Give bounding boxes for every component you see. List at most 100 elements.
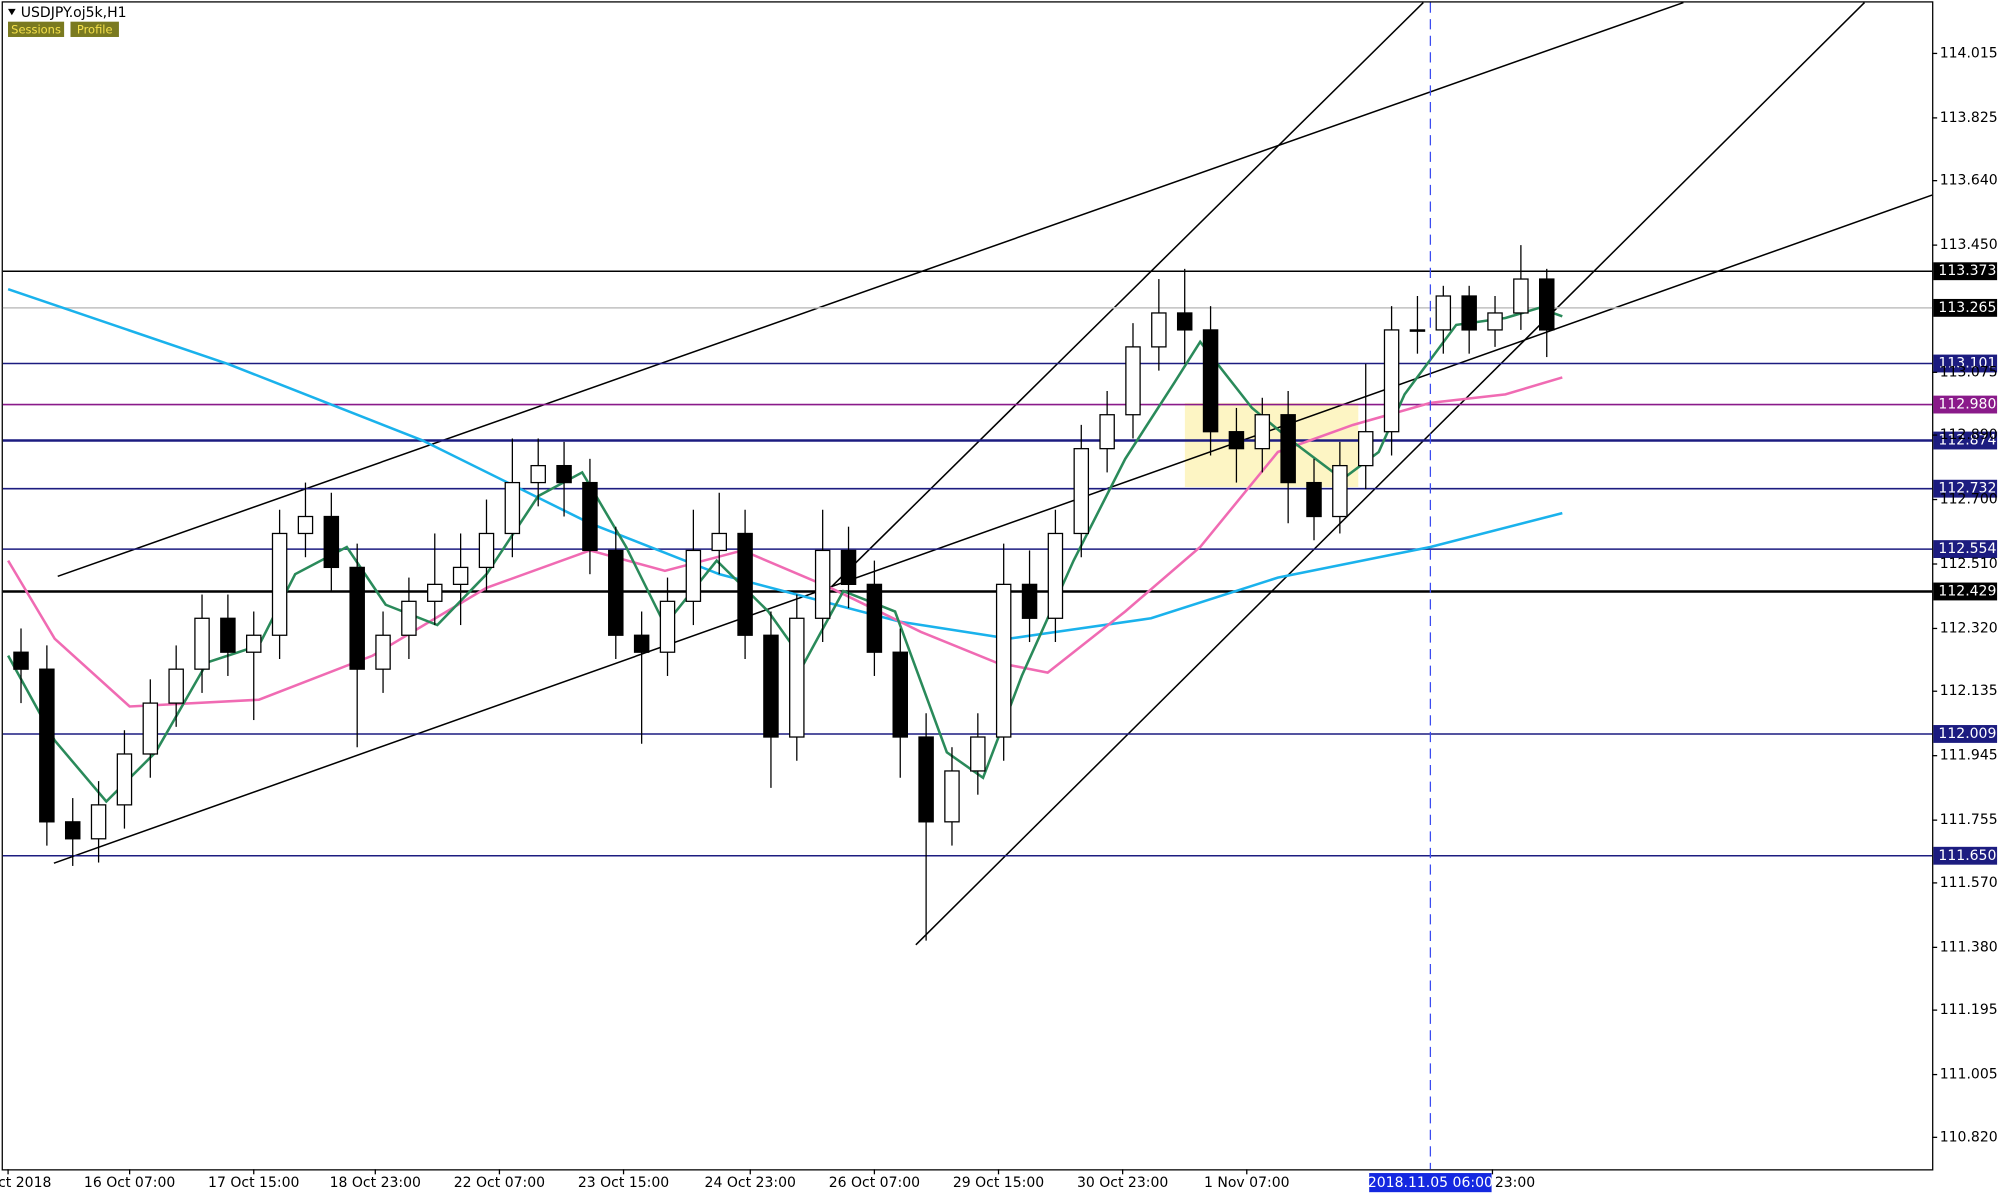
candle-body <box>401 600 417 636</box>
candle-body <box>789 617 805 738</box>
level-label-bg <box>1933 298 1998 317</box>
level-label: 112.980 <box>1938 397 1996 413</box>
candle-body <box>1280 414 1296 484</box>
candle-body <box>1125 346 1141 416</box>
candle-body <box>1202 329 1219 433</box>
profile-button[interactable] <box>70 21 119 37</box>
candle-body <box>323 515 340 569</box>
candle-body <box>1073 448 1090 535</box>
y-tick-label: 113.075 <box>1940 364 1998 380</box>
sessions-button[interactable] <box>8 21 65 37</box>
candle-body <box>13 651 29 670</box>
button-label[interactable]: Profile <box>77 22 113 36</box>
crosshair-label: 2018.11.05 06:00 <box>1368 1175 1493 1191</box>
y-tick-label: 112.700 <box>1940 492 1998 508</box>
candle-body <box>582 481 598 552</box>
level-label: 111.650 <box>1938 848 1996 864</box>
y-tick-label: 113.450 <box>1940 237 1998 253</box>
candle-body <box>944 770 960 823</box>
y-tick-label: 114.015 <box>1940 45 1998 61</box>
candle-body <box>1176 312 1193 331</box>
candle-body <box>995 583 1012 738</box>
candle-body <box>504 481 521 535</box>
candle-body <box>892 651 908 738</box>
x-tick-label: 29 Oct 15:00 <box>953 1175 1044 1191</box>
candle-body <box>1487 312 1503 331</box>
candle-body <box>918 736 934 823</box>
candle-body <box>194 617 210 670</box>
candle-body <box>1539 278 1555 331</box>
candle-body <box>866 583 883 653</box>
candle-body <box>427 583 443 602</box>
candle-body <box>1306 481 1322 518</box>
candle-body <box>1513 278 1529 314</box>
y-tick-label: 111.195 <box>1940 1002 1998 1018</box>
y-tick-label: 111.570 <box>1940 875 1998 891</box>
x-tick-label: 30 Oct 23:00 <box>1077 1175 1168 1191</box>
candle-body <box>1383 329 1400 433</box>
trend-line <box>57 1 1684 578</box>
candle-body <box>1461 295 1477 331</box>
candle-body <box>1151 312 1167 348</box>
candle-body <box>64 821 81 840</box>
level-label: 112.874 <box>1938 433 1996 449</box>
candle-body <box>271 532 288 636</box>
candle-body <box>39 668 55 823</box>
level-label-bg <box>1933 846 1998 865</box>
candle-body <box>116 753 133 806</box>
x-tick-label: 18 Oct 23:00 <box>330 1175 421 1191</box>
level-label-bg <box>1933 582 1998 601</box>
candle-body <box>737 532 753 636</box>
y-tick-label: 111.945 <box>1940 748 1998 764</box>
y-tick-label: 112.320 <box>1940 620 1998 636</box>
candle-body <box>168 668 184 704</box>
y-tick-label: 111.380 <box>1940 939 1998 955</box>
moving-average <box>7 306 1563 804</box>
level-label-bg <box>1933 431 1998 450</box>
x-tick-label: 12 Oct 2018 <box>0 1175 51 1191</box>
candle-body <box>90 804 107 840</box>
x-tick-label: 1 Nov 07:00 <box>1204 1175 1290 1191</box>
candle-body <box>246 634 262 653</box>
x-tick-label: 24 Oct 23:00 <box>705 1175 796 1191</box>
candle-body <box>1332 464 1348 518</box>
menu-arrow[interactable] <box>8 8 16 16</box>
candle-body <box>1409 329 1426 332</box>
candle-body <box>763 634 779 738</box>
levels: 113.373 113.265 113.101 112.980 112.874 112.7… <box>2 262 1998 865</box>
candle-body <box>608 549 624 636</box>
trend-line <box>828 2 1424 590</box>
candle-body <box>1228 431 1245 450</box>
crosshair-label-bg <box>1369 1173 1492 1193</box>
trend-line <box>53 194 1933 864</box>
candle-body <box>970 736 986 772</box>
level-label-bg <box>1933 262 1998 281</box>
plot-frame <box>1 1 1934 1171</box>
candle-body <box>659 600 676 653</box>
level-label-bg <box>1933 725 1998 743</box>
candle-body <box>297 515 314 535</box>
x-tick-label: 17 Oct 15:00 <box>208 1175 299 1191</box>
level-label: 112.429 <box>1938 583 1996 599</box>
button-label[interactable]: Sessions <box>11 22 61 36</box>
level-label-bg <box>1933 395 1998 414</box>
candle-body <box>530 464 546 484</box>
candle-body <box>375 634 391 670</box>
y-tick-label: 110.820 <box>1940 1129 1998 1145</box>
y-tick-label: 111.755 <box>1940 812 1998 828</box>
level-label: 112.732 <box>1938 481 1996 497</box>
candle-body <box>1047 532 1064 619</box>
level-label-bg <box>1933 479 1998 498</box>
candle-body <box>142 702 159 755</box>
x-tick-label: 23 Oct 15:00 <box>578 1175 669 1191</box>
level-label-bg <box>1933 354 1998 373</box>
candle-body <box>711 532 727 552</box>
y-tick-label: 113.825 <box>1940 110 1998 126</box>
x-tick-label: 16 Oct 07:00 <box>84 1175 175 1191</box>
x-tick-label: 26 Oct 07:00 <box>829 1175 920 1191</box>
candle-body <box>556 464 572 484</box>
candle-body <box>1357 431 1374 467</box>
